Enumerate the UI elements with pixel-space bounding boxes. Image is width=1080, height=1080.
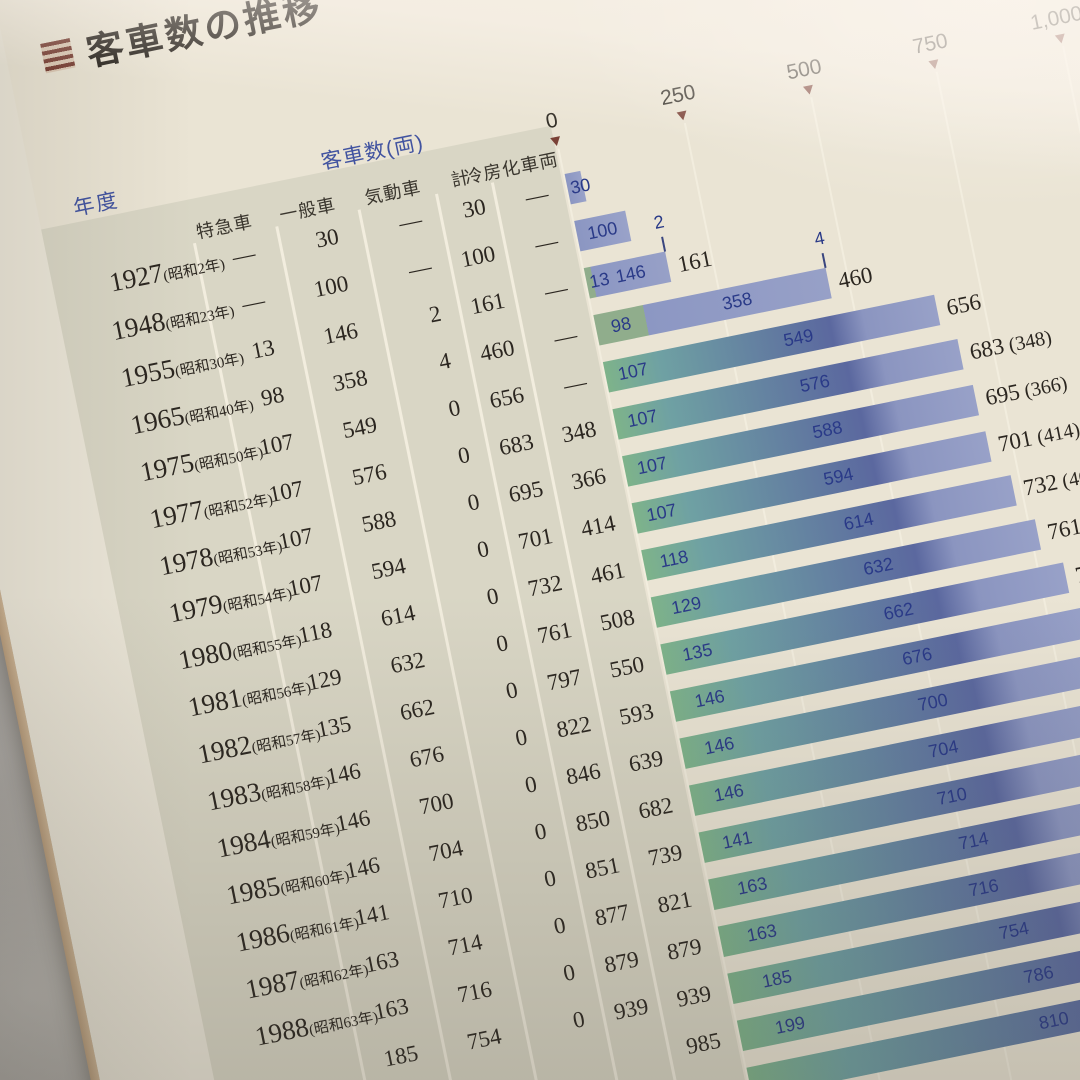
bar-green-segment-label: 129 bbox=[669, 592, 703, 619]
bar-total-label: 683 (348) bbox=[967, 323, 1054, 370]
bar-green-segment-label: 163 bbox=[735, 873, 769, 899]
aircon-value-paren: (366) bbox=[1017, 372, 1070, 404]
bar-green-segment-label: 107 bbox=[635, 452, 669, 479]
bar-blue-segment-label: 786 bbox=[1021, 961, 1056, 988]
chart-bar: 13 146 2 161 bbox=[583, 211, 714, 299]
total-value: 683 bbox=[967, 333, 1007, 365]
bar-total-label: 656 bbox=[944, 288, 984, 325]
aircon-value-paren: (348) bbox=[1001, 326, 1054, 358]
bar-green-segment-label: 107 bbox=[625, 405, 660, 432]
aircon-value-paren: (461) bbox=[1060, 462, 1080, 493]
bar-green-segment-label: 135 bbox=[680, 639, 715, 665]
bar-green-segment-label: 107 bbox=[616, 358, 650, 385]
bar-blue-segment-label: 710 bbox=[935, 783, 969, 810]
bar-blue-segment-label: 100 bbox=[585, 217, 620, 244]
diesel-count-label: 2 bbox=[652, 211, 666, 233]
chart-bar: 100 bbox=[574, 210, 631, 252]
axis-tick-triangle-icon bbox=[676, 110, 688, 122]
bar-total-label: 695 (366) bbox=[983, 368, 1070, 415]
bar-total-label: 732 (461) bbox=[1021, 459, 1080, 506]
bar-green-segment-label: 13 bbox=[587, 268, 612, 292]
bar-blue-segment-label: 662 bbox=[881, 598, 916, 625]
axis-tick-label: 500 bbox=[784, 54, 824, 85]
axis-tick-triangle-icon bbox=[1054, 33, 1067, 45]
bar-blue-segment-label: 358 bbox=[720, 288, 754, 314]
page-title: 客車数の推移 bbox=[83, 0, 327, 75]
diesel-count-label: 4 bbox=[812, 227, 827, 250]
total-value: 761 bbox=[1045, 513, 1080, 545]
bar-blue-segment-label: 716 bbox=[966, 875, 1001, 901]
bar-blue-segment-label: 714 bbox=[956, 828, 991, 854]
diesel-tick-mark bbox=[661, 236, 666, 252]
bar-total-label: 460 bbox=[836, 261, 876, 298]
striped-square-icon bbox=[40, 37, 76, 74]
bar-blue-segment-label: 549 bbox=[781, 324, 816, 351]
bar-blue-segment-label: 700 bbox=[916, 689, 950, 716]
axis-tick-label: 250 bbox=[658, 80, 698, 111]
bar-green-segment-label: 98 bbox=[609, 312, 633, 337]
bar-green-segment-label: 199 bbox=[773, 1012, 807, 1038]
bar-blue-segment-label: 704 bbox=[926, 736, 961, 762]
page-title-row: 客車数の推移 bbox=[38, 0, 327, 85]
bar-green-segment-label: 141 bbox=[720, 827, 754, 853]
bar-green-segment-label: 146 bbox=[702, 732, 736, 759]
aircon-value-paren: (414) bbox=[1030, 418, 1080, 450]
total-value: 695 bbox=[983, 378, 1022, 411]
bar-blue-segment-label: 576 bbox=[798, 370, 832, 397]
bar-total-label: 797 (550) bbox=[1073, 546, 1080, 593]
bar-blue-segment-label: 810 bbox=[1037, 1007, 1071, 1034]
axis-tick-triangle-icon bbox=[928, 59, 941, 70]
bar-total-label: 761 (508) bbox=[1045, 503, 1080, 550]
bar-green-segment-label: 146 bbox=[692, 685, 727, 712]
bar-blue-segment-label: 676 bbox=[900, 643, 934, 670]
bar-green-segment-label: 185 bbox=[760, 966, 794, 992]
axis-tick-label: 750 bbox=[910, 29, 950, 59]
axis-tick-triangle-icon bbox=[550, 136, 562, 147]
total-value: 732 bbox=[1020, 469, 1060, 501]
bar-blue-segment-label: 146 bbox=[613, 261, 648, 287]
total-value: 460 bbox=[835, 261, 875, 294]
bar-green-segment-label: 107 bbox=[644, 499, 679, 526]
axis-tick-label: 1,000 bbox=[1028, 1, 1080, 35]
bar-green-segment-label: 163 bbox=[745, 920, 779, 946]
axis-tick-triangle-icon bbox=[802, 84, 815, 96]
total-value: 656 bbox=[944, 288, 984, 321]
bar-blue-segment-label: 588 bbox=[810, 416, 845, 443]
total-value: 161 bbox=[675, 245, 715, 278]
bar-blue-segment-label: 594 bbox=[821, 463, 856, 490]
bar-total-label: 161 bbox=[675, 245, 715, 282]
total-value: 701 bbox=[995, 425, 1035, 457]
bar-green-segment-label: 146 bbox=[712, 779, 746, 806]
bar-blue-segment-label: 632 bbox=[861, 553, 895, 580]
total-value: 797 bbox=[1072, 556, 1080, 588]
bar-green-segment-label: 118 bbox=[657, 546, 690, 572]
bar-blue-segment-label: 754 bbox=[997, 917, 1031, 944]
diesel-tick-mark bbox=[821, 252, 827, 269]
bar-blue-segment-label: 614 bbox=[841, 508, 876, 535]
